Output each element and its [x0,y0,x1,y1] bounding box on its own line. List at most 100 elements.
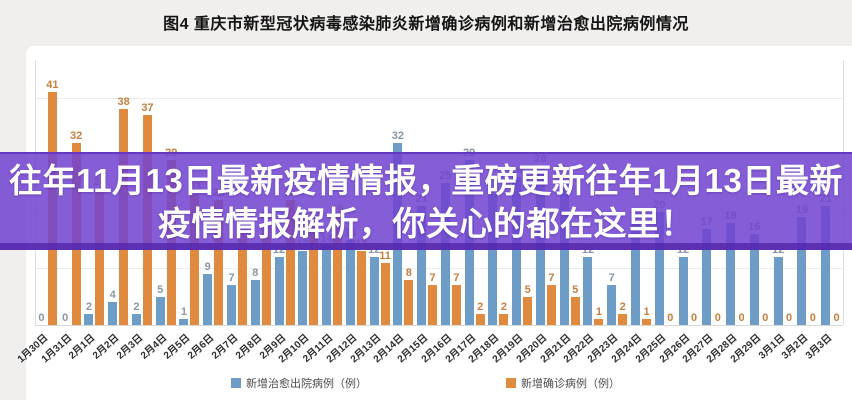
bar-value-label: 7 [608,272,615,285]
bar-value-label: 1 [643,306,650,319]
bar-value-label: 0 [809,312,816,324]
bar-cured [369,256,379,325]
bar-value-label: 7 [228,272,235,285]
bar-cured [583,256,593,325]
bar-cured [797,217,807,325]
bar-cured [155,296,165,325]
overlay-text-line1: 往年11月13日最新疫情情报，重磅更新往年1月13日最新 [9,162,843,199]
bar-value-label: 0 [690,312,698,324]
bar-confirmed [642,319,651,325]
bar-cured [227,285,236,325]
bar-confirmed [523,296,533,325]
promo-overlay-banner: 往年11月13日最新疫情情报，重磅更新往年1月13日最新 疫情情报解析，你关心的… [0,152,852,250]
bar-value-label: 5 [572,283,579,296]
bar-cured [702,228,712,325]
bar-value-label: 32 [70,130,83,143]
bar-cured [654,211,664,325]
bar-value-label: 7 [548,272,555,285]
legend-label-confirmed: 新增确诊病例（例） [521,378,620,390]
bar-value-label: 2 [477,300,484,313]
bar-value-label: 7 [453,272,460,285]
bar-value-label: 0 [714,312,721,324]
bar-cured [488,194,498,325]
legend-item-confirmed: 新增确诊病例（例） [506,378,620,392]
bar-confirmed [499,313,509,325]
bar-cured [179,319,189,325]
bar-confirmed [214,200,224,325]
legend-swatch-cured-icon [231,378,241,388]
bar-value-label: 7 [429,272,436,285]
bar-cured [512,177,522,325]
bar-value-label: 1 [180,306,188,319]
bar-value-label: 0 [667,312,674,324]
bar-value-label: 38 [117,96,130,109]
bar-value-label: 8 [252,266,259,279]
bar-cured [298,251,308,325]
bar-confirmed [618,313,628,325]
bar-confirmed [285,200,295,325]
bar-cured [108,302,118,325]
legend-item-cured: 新增治愈出院病例（例） [231,378,367,392]
bar-confirmed [451,285,461,325]
bar-cured [607,285,617,325]
bar-confirmed [380,262,390,325]
bar-confirmed [594,319,604,325]
bar-confirmed [190,194,200,325]
bar-confirmed [309,222,319,325]
overlay-text-line2: 疫情情报解析，你关心的都在这里！ [158,205,694,242]
bar-value-label: 41 [46,79,59,92]
bar-cured [773,256,783,325]
bar-value-label: 1 [595,306,603,319]
bar-value-label: 8 [405,266,412,279]
bar-confirmed [404,279,414,325]
legend: 新增治愈出院病例（例） 新增确诊病例（例） [0,378,852,392]
bar-value-label: 2 [500,300,507,313]
bar-confirmed [95,188,105,325]
bar-value-label: 9 [204,260,211,273]
bar-cured [131,313,141,325]
bar-cured [678,256,688,325]
x-axis-baseline [35,325,843,326]
bar-value-label: 0 [786,312,793,324]
bar-value-label: 2 [85,300,92,313]
gridline-40 [35,98,843,99]
bar-value-label: 11 [379,249,391,262]
legend-label-cured: 新增治愈出院病例（例） [246,378,367,390]
bar-value-label: 0 [738,312,745,324]
bar-cured [726,222,736,325]
bar-cured [322,245,332,325]
bar-cured [345,239,355,325]
bar-confirmed [546,285,556,325]
bar-cured [84,313,94,325]
bar-cured [250,279,260,325]
bar-cured [821,205,831,325]
bar-value-label: 0 [762,312,769,324]
bar-value-label: 0 [62,312,69,324]
figure-title: 图4 重庆市新型冠状病毒感染肺炎新增确诊病例和新增治愈出院病例情况 [163,16,689,33]
bar-cured [749,234,759,325]
bar-value-label: 4 [109,289,116,302]
legend-swatch-confirmed-icon [506,378,516,388]
bar-value-label: 0 [833,312,840,324]
overlay-bottom-edge [0,243,852,250]
bar-confirmed [238,228,247,325]
bar-confirmed [261,222,271,325]
bar-confirmed [570,296,580,325]
bar-cured [440,183,450,325]
bar-confirmed [356,251,366,325]
bar-value-label: 37 [141,102,154,115]
bar-value-label: 2 [619,300,626,313]
bar-value-label: 5 [524,283,531,296]
gridline-10 [35,268,843,270]
bar-confirmed [428,285,438,325]
bar-value-label: 2 [133,300,140,313]
bar-confirmed [475,313,485,325]
bar-cured [203,273,213,325]
bar-cured [417,205,427,325]
bar-cured [559,188,569,325]
bar-confirmed [333,217,343,325]
bar-value-label: 5 [157,283,164,296]
bar-value-label: 32 [391,130,404,143]
bar-cured [274,256,284,325]
